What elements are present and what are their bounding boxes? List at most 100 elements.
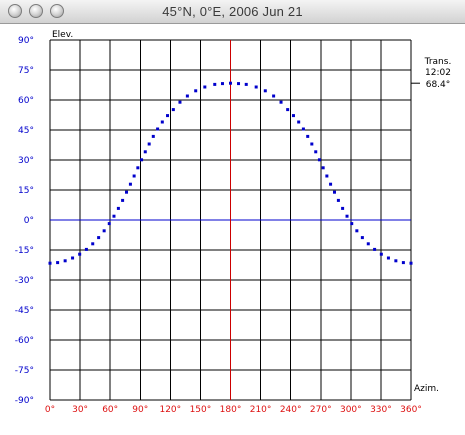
sun-position-point [112,214,116,218]
y-tick-label: 45° [18,126,34,136]
sun-position-point [350,222,354,226]
sun-position-point [272,94,276,98]
sun-position-point [132,174,136,178]
x-tick-label: 330° [370,405,392,415]
x-tick-label: 240° [280,405,302,415]
sun-position-point [143,150,147,154]
x-tick-label: 60° [102,405,118,415]
sun-position-point [156,127,160,131]
sun-position-point [329,182,333,186]
sun-position-point [121,198,125,202]
sun-position-point [147,142,151,146]
sun-position-point [78,252,82,256]
sun-position-point [213,82,217,86]
sun-position-point [345,214,349,218]
y-tick-label: 0° [24,216,34,226]
y-tick-labels: 90° 75° 60° 45° 30° 15° 0° -15° -30° -45° -60° -75°… [15,36,34,406]
sun-position-point [297,120,301,124]
y-tick-label: -15° [15,246,34,256]
zoom-button[interactable] [50,4,64,18]
x-tick-label: 360° [400,405,422,415]
sun-position-point [325,174,329,178]
x-axis-label: Azim. [414,384,439,394]
sun-position-point [220,82,224,86]
sun-position-point [151,134,155,138]
sun-position-point [84,247,88,251]
title-bar[interactable]: 45°N, 0°E, 2006 Jun 21 [0,0,465,24]
x-tick-label: 120° [159,405,181,415]
x-tick-label: 300° [340,405,362,415]
sun-position-point [263,89,267,93]
y-tick-label: -60° [15,336,34,346]
transit-label: Trans. [424,57,452,67]
y-tick-label: -75° [15,366,34,376]
sun-position-point [409,261,413,265]
x-tick-label: 180° [220,405,242,415]
y-axis-label: Elev. [52,30,73,40]
sun-position-point [71,256,75,260]
sun-position-point [97,236,101,240]
sun-position-point [166,114,170,118]
sun-position-point [136,166,140,170]
sun-position-point [160,120,164,124]
y-tick-label: 60° [18,96,34,106]
sun-position-point [373,247,377,251]
transit-annotation: Trans. 12:02 68.4° [411,57,451,90]
window-title: 45°N, 0°E, 2006 Jun 21 [162,4,303,19]
sun-position-point [56,261,60,265]
sun-position-point [286,108,290,112]
sun-position-point [178,100,182,104]
y-tick-label: 15° [18,186,34,196]
sun-position-point [394,259,398,263]
sun-position-point [244,82,248,86]
sun-position-point [185,94,189,98]
y-tick-label: -90° [15,396,34,406]
y-tick-label: -45° [15,306,34,316]
sun-position-point [306,134,310,138]
sun-position-point [360,236,364,240]
x-tick-label: 270° [310,405,332,415]
sun-position-point [386,256,390,260]
x-tick-label: 150° [190,405,212,415]
sun-position-point [366,242,370,246]
x-tick-labels: 0° 30° 60° 90° 120° 150° 180° 210° 240° 270° 300° 3… [45,405,422,415]
x-tick-label: 210° [250,405,272,415]
sun-position-point [336,198,340,202]
sun-position-point [140,158,144,162]
sun-position-point [321,166,325,170]
y-tick-label: -30° [15,276,34,286]
minimize-button[interactable] [29,4,43,18]
sun-position-point [341,206,345,210]
sun-position-point [314,150,318,154]
sun-position-point [194,89,198,93]
sun-position-point [116,206,120,210]
transit-time: 12:02 [425,68,451,78]
sun-position-point [48,261,52,265]
x-tick-label: 90° [132,405,148,415]
x-tick-label: 0° [45,405,55,415]
sun-position-point [401,261,405,265]
sun-position-point [254,85,258,89]
reference-lines [50,40,411,400]
sun-position-point [332,190,336,194]
sun-position-point [128,182,132,186]
y-tick-label: 75° [18,66,34,76]
sun-position-point [63,259,67,263]
y-tick-label: 90° [18,36,34,46]
sun-position-point [317,158,321,162]
close-button[interactable] [8,4,22,18]
sun-position-point [203,85,207,89]
sun-position-point [102,229,106,233]
sun-position-point [301,127,305,131]
transit-elevation: 68.4° [426,80,451,90]
sun-position-point [379,252,383,256]
sun-position-point [291,114,295,118]
sun-position-point [125,190,129,194]
x-tick-label: 30° [72,405,88,415]
sun-position-point [229,81,232,85]
sun-position-point [171,108,175,112]
sun-position-point [107,222,111,226]
elevation-azimuth-chart: 90° 75° 60° 45° 30° 15° 0° -15° -30° -45° -60° -75°… [15,30,452,415]
sun-position-point [237,82,241,86]
